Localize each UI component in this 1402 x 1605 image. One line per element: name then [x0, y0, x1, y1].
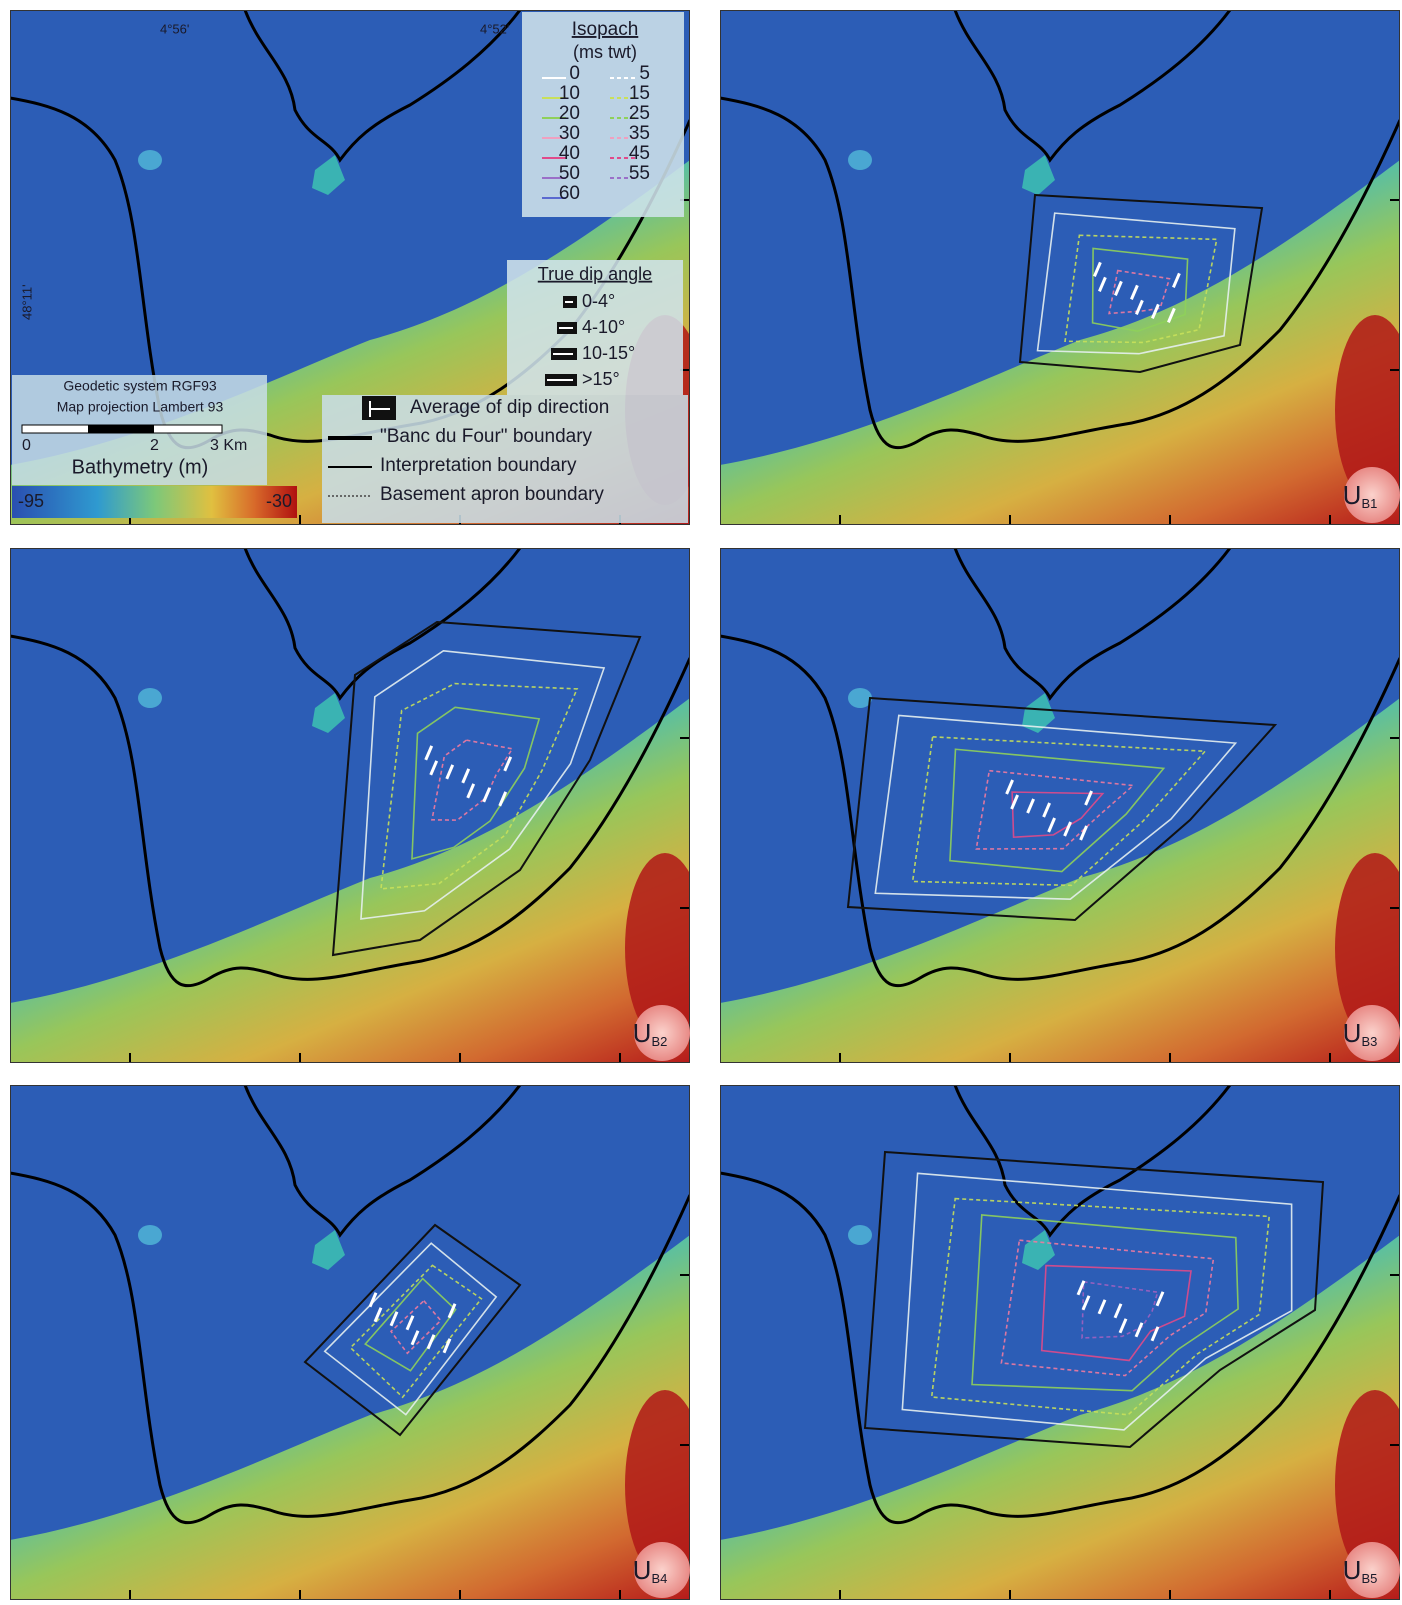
scale-label: 2 — [150, 437, 159, 454]
unit-main: U — [1343, 1555, 1362, 1585]
isopach-level: 10 — [559, 83, 580, 104]
isopach-level: 5 — [639, 63, 650, 84]
isopach-level: 15 — [629, 83, 650, 104]
scale-bar-segment — [88, 425, 154, 433]
dip-class: 0-4° — [582, 291, 615, 311]
geodetic-label: Map projection Lambert 93 — [57, 399, 224, 415]
bathymetry-title: Bathymetry (m) — [72, 456, 209, 478]
symbol-label: Average of dip direction — [410, 397, 609, 418]
legend-title: Isopach — [572, 19, 639, 40]
geodetic-label: Geodetic system RGF93 — [63, 378, 216, 394]
bathymetry-map — [720, 1085, 1400, 1600]
unit-main: U — [633, 1018, 652, 1048]
map-panel: UB4 — [10, 1085, 690, 1600]
coordinate: 4°56' — [160, 21, 189, 36]
isopach-level: 0 — [569, 63, 580, 84]
unit-main: U — [633, 1555, 652, 1585]
symbol-label: Basement apron boundary — [380, 484, 604, 505]
dip-class: 10-15° — [582, 343, 635, 363]
coordinate: 48°11' — [19, 284, 34, 320]
colorbar-min: -95 — [18, 491, 44, 511]
isopach-level: 45 — [629, 143, 650, 164]
isopach-level: 40 — [559, 143, 580, 164]
isopach-level: 30 — [559, 123, 580, 144]
symbol-label: Interpretation boundary — [380, 455, 577, 476]
dip-class: >15° — [582, 369, 620, 389]
unit-sub: B5 — [1361, 1571, 1377, 1586]
isopach-level: 20 — [559, 103, 580, 124]
isopach-level: 25 — [629, 103, 650, 124]
bathymetry-map — [720, 548, 1400, 1063]
scale-label: 0 — [22, 437, 31, 454]
map-panel: UB2 — [10, 548, 690, 1063]
colorbar-max: -30 — [266, 491, 292, 511]
unit-sub: B2 — [651, 1034, 667, 1049]
legend-title: True dip angle — [538, 264, 652, 284]
isopach-level: 50 — [559, 163, 580, 184]
legend-unit: (ms twt) — [573, 42, 637, 62]
coordinate: 4°52' — [480, 21, 509, 36]
unit-sub: B3 — [1361, 1034, 1377, 1049]
unit-main: U — [1343, 480, 1362, 510]
symbol-label: "Banc du Four" boundary — [380, 426, 593, 447]
bathymetry-map — [720, 10, 1400, 525]
dip-class: 4-10° — [582, 317, 625, 337]
bathymetry-map — [10, 548, 690, 1063]
map-panel: UB5 — [720, 1085, 1400, 1600]
scale-label: 3 Km — [210, 437, 247, 454]
unit-sub: B1 — [1361, 496, 1377, 511]
unit-sub: B4 — [651, 1571, 667, 1586]
figure: 4°56'4°52'48°11'Isopach(ms twt)051015202… — [0, 0, 1402, 1605]
isopach-level: 60 — [559, 183, 580, 204]
bathymetry-map — [10, 1085, 690, 1600]
map-panel: UB1 — [720, 10, 1400, 525]
isopach-level: 55 — [629, 163, 650, 184]
unit-main: U — [1343, 1018, 1362, 1048]
isopach-level: 35 — [629, 123, 650, 144]
map-panel: UB3 — [720, 548, 1400, 1063]
colorbar — [12, 486, 297, 518]
